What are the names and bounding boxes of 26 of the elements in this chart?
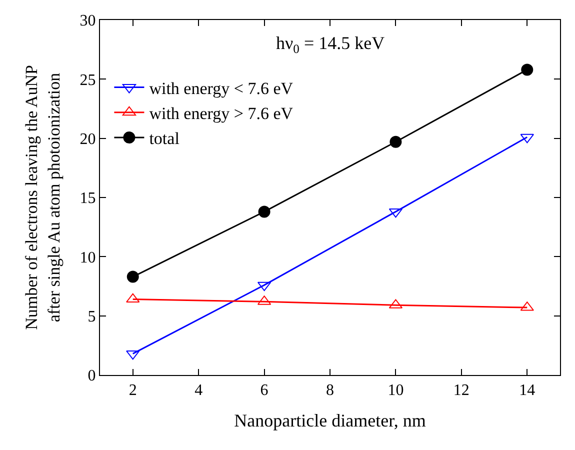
y-tick-label: 30	[80, 12, 96, 30]
point	[126, 293, 140, 303]
x-tick-label: 6	[260, 382, 268, 400]
y-tick-label: 15	[80, 190, 96, 208]
annotation: hν$_{0}$ = 14.5 keV	[276, 33, 385, 56]
x-tick-label: 8	[326, 382, 334, 400]
x-axis-title: Nanoparticle diameter, nm	[234, 410, 426, 430]
point	[390, 136, 402, 148]
y-axis-title: Number of electrons leaving the AuNP after single Au atom photoionization	[22, 65, 64, 330]
x-tick-label: 14	[519, 382, 536, 400]
legend-label: with energy < 7.6 eV	[149, 78, 294, 98]
x-tick-label: 10	[388, 382, 404, 400]
point	[521, 64, 534, 76]
y-tick-label: 10	[80, 249, 96, 266]
y-tick-label: 0	[88, 368, 96, 385]
point	[520, 134, 534, 144]
y-tick-label: 5	[88, 308, 96, 326]
legend-label: with energy > 7.6 eV	[149, 104, 294, 123]
point	[126, 270, 139, 283]
x-tick-label: 4	[194, 382, 203, 400]
x-tick-label: 12	[453, 382, 470, 400]
y-tick-label: 25	[80, 72, 96, 89]
legend-label: total	[149, 129, 180, 148]
y-tick-label: 20	[80, 130, 96, 148]
x-tick-label: 2	[128, 382, 137, 400]
point	[258, 206, 270, 218]
